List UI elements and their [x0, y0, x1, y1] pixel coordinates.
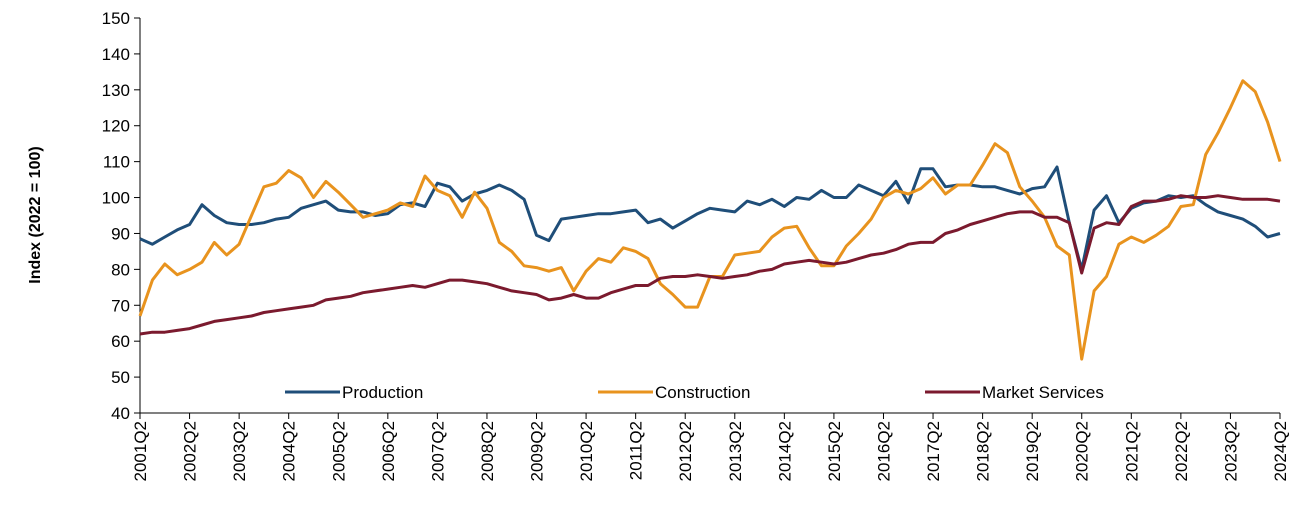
x-tick-label: 2023Q2: [1221, 421, 1240, 482]
y-tick-label: 100: [102, 189, 130, 208]
x-tick-label: 2019Q2: [1023, 421, 1042, 482]
y-axis-label: Index (2022 = 100): [27, 146, 44, 283]
x-tick-label: 2017Q2: [924, 421, 943, 482]
y-tick-label: 130: [102, 81, 130, 100]
x-tick-label: 2012Q2: [676, 421, 695, 482]
x-tick-label: 2016Q2: [874, 421, 893, 482]
x-tick-label: 2009Q2: [528, 421, 547, 482]
legend-label: Market Services: [982, 383, 1104, 402]
series-line: [139, 194, 1281, 336]
x-tick-label: 2011Q2: [627, 421, 646, 480]
x-tick-label: 2020Q2: [1073, 421, 1092, 482]
x-tick-label: 2003Q2: [230, 421, 249, 482]
x-tick-label: 2010Q2: [577, 421, 596, 482]
legend-label: Construction: [655, 383, 750, 402]
y-tick-label: 80: [111, 260, 130, 279]
x-tick-label: 2007Q2: [428, 421, 447, 482]
y-tick-label: 120: [102, 117, 130, 136]
y-tick-label: 50: [111, 368, 130, 387]
y-tick-label: 90: [111, 224, 130, 243]
x-tick-label: 2006Q2: [379, 421, 398, 482]
x-tick-label: 2015Q2: [825, 421, 844, 482]
x-tick-label: 2014Q2: [775, 421, 794, 482]
legend-label: Production: [342, 383, 423, 402]
y-tick-label: 40: [111, 404, 130, 423]
x-tick-label: 2024Q2: [1271, 421, 1290, 482]
y-tick-label: 150: [102, 9, 130, 28]
y-tick-label: 140: [102, 45, 130, 64]
x-tick-label: 2022Q2: [1172, 421, 1191, 482]
x-tick-label: 2008Q2: [478, 421, 497, 482]
series-line: [138, 79, 1282, 361]
x-tick-label: 2002Q2: [181, 421, 200, 482]
x-tick-label: 2004Q2: [280, 421, 299, 482]
y-tick-label: 70: [111, 296, 130, 315]
x-tick-label: 2001Q2: [131, 421, 150, 482]
x-tick-label: 2021Q2: [1122, 421, 1141, 482]
y-tick-label: 60: [111, 332, 130, 351]
x-tick-label: 2018Q2: [974, 421, 993, 482]
x-tick-label: 2005Q2: [329, 421, 348, 482]
x-tick-label: 2013Q2: [726, 421, 745, 482]
y-tick-label: 110: [103, 153, 130, 172]
series-line: [139, 165, 1281, 271]
